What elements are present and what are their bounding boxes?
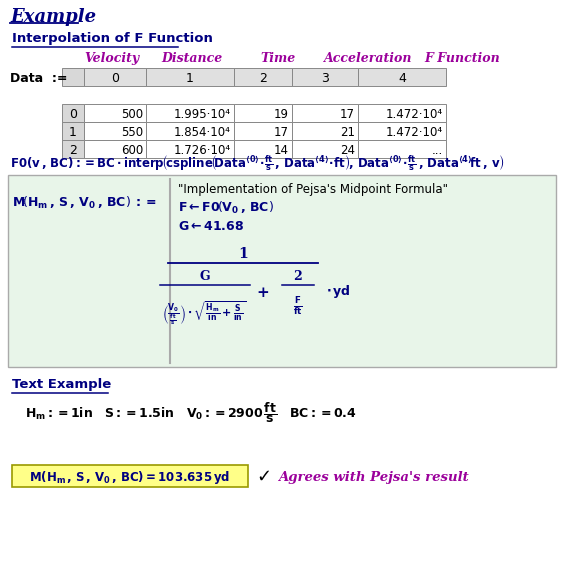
Text: G: G: [200, 270, 210, 283]
Text: 1: 1: [69, 126, 77, 139]
Bar: [292, 104, 358, 122]
Bar: [292, 68, 358, 86]
Text: 21: 21: [340, 126, 355, 139]
Text: Agrees with Pejsa's result: Agrees with Pejsa's result: [278, 470, 469, 483]
Text: $\mathbf{M\!\left(H_m\,,\,S\,,\,V_0\,,\,BC\right)\;:=}$: $\mathbf{M\!\left(H_m\,,\,S\,,\,V_0\,,\,…: [12, 195, 157, 211]
Bar: [62, 68, 84, 86]
Text: $\mathbf{F0(v\,,\,BC) := BC\cdot interp\!\left(\!cspline\!\left(\!Data^{\langle : $\mathbf{F0(v\,,\,BC) := BC\cdot interp\…: [10, 153, 505, 173]
Text: $\mathbf{\cdot\,yd}$: $\mathbf{\cdot\,yd}$: [326, 283, 351, 300]
Bar: [84, 104, 146, 122]
Text: 0: 0: [69, 108, 77, 121]
Text: 14: 14: [274, 143, 289, 157]
Text: +: +: [257, 286, 269, 300]
Text: 1.472·10⁴: 1.472·10⁴: [386, 108, 443, 121]
Text: 1.726·10⁴: 1.726·10⁴: [174, 143, 231, 157]
Text: $\mathbf{\frac{F}{ft}}$: $\mathbf{\frac{F}{ft}}$: [293, 295, 303, 318]
Text: 2: 2: [69, 143, 77, 157]
Text: $\mathbf{F \leftarrow F0\!\left(V_0\,,\,BC\right)}$: $\mathbf{F \leftarrow F0\!\left(V_0\,,\,…: [178, 200, 274, 216]
Bar: [62, 122, 84, 140]
Text: 4: 4: [398, 71, 406, 84]
Text: 1.854·10⁴: 1.854·10⁴: [174, 126, 231, 139]
Text: Distance: Distance: [162, 52, 223, 65]
Text: "Implementation of Pejsa's Midpoint Formula": "Implementation of Pejsa's Midpoint Form…: [178, 183, 448, 195]
Text: ✓: ✓: [256, 468, 271, 486]
Text: 1.472·10⁴: 1.472·10⁴: [386, 126, 443, 139]
Bar: [146, 122, 234, 140]
Bar: [358, 68, 446, 86]
Bar: [234, 104, 292, 122]
Text: 2: 2: [294, 270, 302, 283]
Bar: [234, 140, 292, 158]
Text: 1: 1: [238, 247, 248, 261]
Bar: [146, 140, 234, 158]
Text: 550: 550: [121, 126, 143, 139]
Text: Velocity: Velocity: [84, 52, 139, 65]
Text: $\mathbf{\left(\frac{V_0}{\frac{ft}{s}}\right)\cdot\sqrt{\frac{H_m}{in}+\frac{S}: $\mathbf{\left(\frac{V_0}{\frac{ft}{s}}\…: [162, 300, 246, 326]
Text: 24: 24: [340, 143, 355, 157]
Text: $\mathbf{G \leftarrow 41.68}$: $\mathbf{G \leftarrow 41.68}$: [178, 221, 244, 233]
Bar: [358, 122, 446, 140]
Text: F Function: F Function: [424, 52, 500, 65]
Bar: [146, 104, 234, 122]
Text: Example: Example: [10, 8, 96, 26]
Bar: [8, 175, 556, 367]
Bar: [62, 104, 84, 122]
Text: 1: 1: [186, 71, 194, 84]
Bar: [234, 68, 292, 86]
Text: 17: 17: [274, 126, 289, 139]
Bar: [84, 68, 146, 86]
Bar: [84, 122, 146, 140]
Bar: [358, 140, 446, 158]
Bar: [358, 104, 446, 122]
Text: $\mathbf{M(H_m\,,\,S\,,\,V_0\,,\,BC) = 103.635\,yd}$: $\mathbf{M(H_m\,,\,S\,,\,V_0\,,\,BC) = 1…: [29, 469, 231, 486]
Bar: [146, 68, 234, 86]
Text: 19: 19: [274, 108, 289, 121]
Text: 600: 600: [121, 143, 143, 157]
Text: 500: 500: [121, 108, 143, 121]
Text: Interpolation of F Function: Interpolation of F Function: [12, 32, 213, 45]
Text: 2: 2: [259, 71, 267, 84]
Text: Acceleration: Acceleration: [324, 52, 412, 65]
Text: 17: 17: [340, 108, 355, 121]
Text: Text Example: Text Example: [12, 378, 111, 391]
Text: 0: 0: [111, 71, 119, 84]
Text: Time: Time: [260, 52, 295, 65]
Bar: [12, 465, 248, 487]
Text: Data  :=: Data :=: [10, 72, 67, 85]
Bar: [62, 140, 84, 158]
Text: $\mathbf{H_m := 1in \quad S := 1.5in \quad V_0 := 2900\,\dfrac{ft}{s} \quad BC :: $\mathbf{H_m := 1in \quad S := 1.5in \qu…: [25, 401, 357, 425]
Bar: [84, 140, 146, 158]
Bar: [292, 140, 358, 158]
Text: ...: ...: [431, 143, 443, 157]
Text: 3: 3: [321, 71, 329, 84]
Bar: [292, 122, 358, 140]
Bar: [234, 122, 292, 140]
Text: 1.995·10⁴: 1.995·10⁴: [174, 108, 231, 121]
